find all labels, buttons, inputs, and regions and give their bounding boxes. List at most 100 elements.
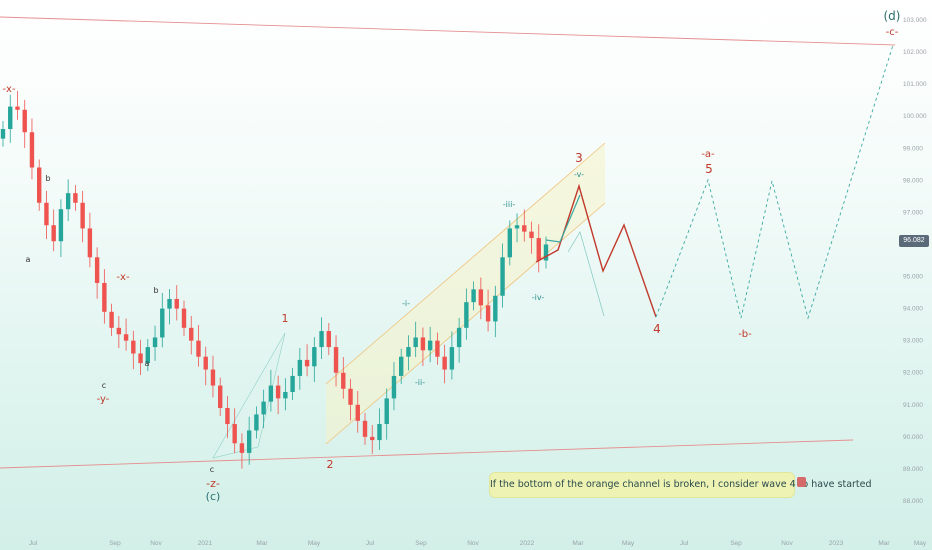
y-tick-label: 102.000 [903, 49, 927, 56]
candle [73, 185, 78, 211]
candle [232, 408, 237, 454]
candle [420, 327, 426, 366]
candle [268, 369, 274, 412]
x-tick-label: Nov [150, 540, 162, 547]
wave-label: 2 [327, 458, 334, 471]
candle [442, 344, 447, 384]
y-tick-label: 91.000 [903, 402, 923, 409]
y-tick-label: 93.000 [903, 338, 923, 345]
candle [181, 300, 187, 336]
candle [138, 339, 143, 375]
wave-label: -y- [97, 394, 110, 405]
x-tick-label: 2022 [520, 540, 535, 547]
candle [160, 292, 165, 348]
candle [326, 323, 331, 356]
candle [102, 269, 107, 324]
y-tick-label: 103.000 [903, 17, 927, 24]
candle [131, 330, 136, 370]
wave-label: c [210, 465, 214, 474]
wave-label: 5 [705, 162, 713, 176]
wave-label: -iii- [503, 200, 516, 209]
candle [319, 317, 324, 359]
candle [464, 288, 469, 340]
candle [87, 212, 93, 268]
y-tick-label: 90.000 [903, 434, 923, 441]
candle [290, 367, 295, 400]
candle [543, 236, 549, 269]
y-tick-label: 97.000 [903, 209, 923, 216]
candle [391, 362, 397, 411]
wave-label: 3 [575, 151, 583, 165]
wave-label: b [153, 286, 158, 295]
wave-label: -c- [886, 27, 899, 38]
x-tick-label: Mar [256, 540, 268, 547]
candle [174, 285, 179, 321]
candle [529, 221, 534, 254]
candle [304, 344, 310, 377]
y-tick-label: 88.000 [903, 498, 923, 505]
candle [254, 406, 259, 439]
candle [0, 121, 6, 147]
candle [8, 94, 13, 143]
note-icon[interactable] [797, 477, 806, 487]
wave-label: a [26, 255, 31, 264]
candle [514, 213, 520, 243]
candle [507, 220, 512, 266]
candle [449, 331, 455, 380]
candle [297, 348, 303, 390]
candle [167, 289, 172, 325]
candle [196, 324, 201, 367]
x-tick-label: Jul [680, 540, 689, 547]
candle [116, 315, 122, 349]
candle [413, 321, 418, 358]
lower-trendline [0, 439, 854, 469]
alt-projection [567, 231, 605, 317]
candle [399, 348, 404, 384]
candle [522, 209, 527, 242]
candle [312, 337, 317, 383]
candle [58, 199, 64, 257]
wave-label: -v- [574, 170, 584, 179]
candle [51, 209, 56, 252]
y-tick-label: 89.000 [903, 466, 923, 473]
wave-label: -i- [402, 299, 410, 308]
subwave-projection [545, 194, 581, 243]
candle [239, 433, 245, 469]
wave-label: b [45, 174, 50, 183]
wave-label: 4 [653, 322, 661, 336]
candle [333, 335, 339, 387]
y-tick-label: 98.000 [903, 177, 923, 184]
candle [37, 159, 42, 211]
candle [362, 412, 368, 445]
wave-label: -iv- [532, 293, 545, 302]
annotation-note[interactable]: If the bottom of the orange channel is b… [489, 472, 872, 498]
wave-label: -a- [701, 149, 715, 160]
wave-3-to-4-path [535, 183, 657, 318]
candle [500, 243, 505, 308]
wave-label: -z- [206, 477, 220, 490]
y-tick-label: 94.000 [903, 306, 923, 313]
candle [341, 357, 346, 399]
candle [94, 247, 100, 299]
x-tick-label: Sep [109, 540, 121, 547]
wave-label: -x- [2, 84, 16, 95]
wave-label: c [102, 381, 106, 390]
candle [145, 339, 150, 372]
candle [29, 118, 35, 180]
candle [65, 179, 71, 222]
candle [22, 99, 27, 148]
candle [536, 224, 541, 273]
candle [275, 375, 281, 415]
y-tick-label: 100.000 [903, 113, 927, 120]
wave-label: a [145, 359, 150, 368]
candle [478, 277, 484, 320]
candle [435, 332, 440, 365]
future-projection [655, 44, 894, 320]
candle [377, 408, 382, 451]
x-tick-label: Sep [730, 540, 742, 547]
candle [80, 190, 85, 243]
candle [283, 378, 288, 411]
wave-label: -ii- [415, 378, 425, 387]
candle [355, 391, 360, 433]
